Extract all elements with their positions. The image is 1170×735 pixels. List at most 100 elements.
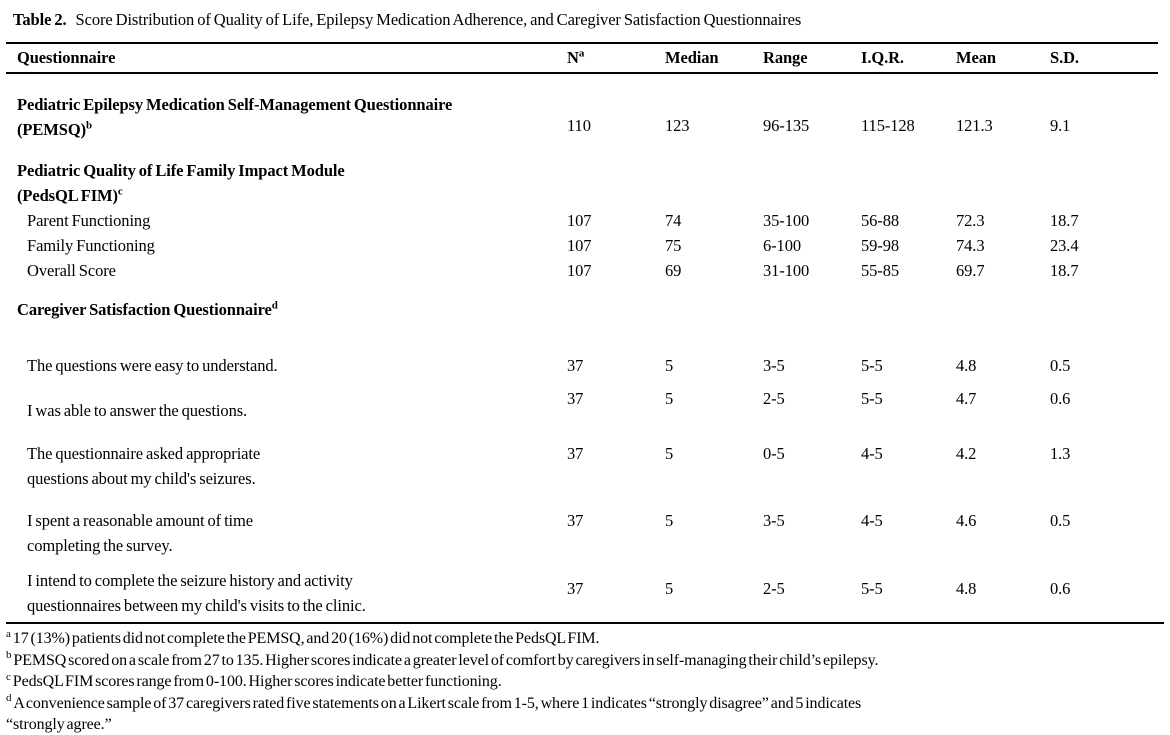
cell-iqr: 56-88: [861, 211, 899, 230]
cell-sd: 0.5: [1050, 511, 1071, 530]
cell-n: 107: [567, 261, 592, 280]
row-label: Parent Functioning: [27, 211, 151, 230]
cell-iqr: 115-128: [861, 116, 915, 135]
cell-mean: 121.3: [956, 116, 993, 135]
footnote-marker-c: c: [117, 185, 123, 198]
table-row: I intend to complete the seizure history…: [6, 562, 1158, 620]
footnote: b PEMSQ scored on a scale from 27 to 135.…: [6, 650, 1164, 672]
cell-mean: 4.6: [956, 511, 977, 530]
row-label: Pediatric Epilepsy Medication Self-Manag…: [17, 95, 453, 139]
cell-median: 74: [665, 211, 682, 230]
footnote-marker-d: d: [6, 692, 12, 705]
row-label: I intend to complete the seizure history…: [27, 571, 366, 615]
cell-sd: 1.3: [1050, 444, 1071, 463]
footnote-marker-b: b: [85, 119, 92, 132]
table-row: Parent Functioning 107 74 35-100 56-88 7…: [6, 208, 1158, 233]
table-row: I was able to answer the questions. 37 5…: [6, 380, 1158, 426]
row-label: The questions were easy to understand.: [27, 356, 278, 375]
header-row: Questionnaire Na Median Range I.Q.R. Mea…: [6, 42, 1158, 74]
cell-sd: 23.4: [1050, 236, 1079, 255]
table-number: Table 2.: [13, 10, 67, 29]
row-label: Family Functioning: [27, 236, 155, 255]
footnote-text: PedsQL FIM scores range from 0-100. High…: [12, 673, 502, 690]
footnote: a 17 (13%) patients did not complete the …: [6, 628, 1164, 650]
cell-iqr: 5-5: [861, 579, 883, 598]
cell-range: 2-5: [763, 389, 785, 408]
cell-median: 5: [665, 356, 674, 375]
row-label: I was able to answer the questions.: [27, 401, 248, 420]
footnotes: a 17 (13%) patients did not complete the …: [6, 622, 1164, 735]
cell-sd: 0.6: [1050, 389, 1071, 408]
cell-sd: 0.6: [1050, 579, 1071, 598]
table-row: The questions were easy to understand. 3…: [6, 336, 1158, 380]
cell-median: 5: [665, 511, 674, 530]
footnote-text: PEMSQ scored on a scale from 27 to 135. …: [13, 651, 879, 669]
table-row: I spent a reasonable amount of time comp…: [6, 496, 1158, 562]
col-header-median: Median: [656, 42, 754, 74]
row-label: The questionnaire asked appropriate ques…: [27, 444, 261, 488]
cell-range: 35-100: [763, 211, 810, 230]
row-label: I spent a reasonable amount of time comp…: [27, 511, 254, 555]
cell-n: 37: [567, 356, 584, 375]
col-header-range: Range: [754, 42, 852, 74]
cell-n: 37: [567, 444, 584, 463]
col-header-iqr: I.Q.R.: [852, 42, 947, 74]
cell-range: 0-5: [763, 444, 785, 463]
cell-range: 3-5: [763, 356, 785, 375]
footnote-marker-a: a: [578, 47, 585, 60]
cell-range: 6-100: [763, 236, 801, 255]
footnote-text: A convenience sample of 37 caregivers ra…: [6, 694, 862, 734]
col-header-n: Na: [558, 42, 656, 74]
footnote-text: 17 (13%) patients did not complete the P…: [12, 630, 600, 647]
cell-iqr: 55-85: [861, 261, 899, 280]
row-label: Caregiver Satisfaction Questionnaired: [17, 299, 278, 319]
cell-median: 69: [665, 261, 682, 280]
cell-sd: 9.1: [1050, 116, 1071, 135]
score-table: Questionnaire Na Median Range I.Q.R. Mea…: [6, 42, 1158, 620]
table-row: Caregiver Satisfaction Questionnaired: [6, 283, 1158, 336]
cell-iqr: 59-98: [861, 236, 899, 255]
cell-n: 107: [567, 236, 592, 255]
table-row: Pediatric Quality of Life Family Impact …: [6, 147, 1158, 208]
footnote-marker-c: c: [6, 670, 11, 683]
cell-n: 37: [567, 389, 584, 408]
cell-range: 2-5: [763, 579, 785, 598]
row-label: Pediatric Quality of Life Family Impact …: [17, 161, 345, 205]
cell-iqr: 4-5: [861, 444, 883, 463]
table-row: Family Functioning 107 75 6-100 59-98 74…: [6, 233, 1158, 258]
table-row: Pediatric Epilepsy Medication Self-Manag…: [6, 73, 1158, 147]
cell-sd: 18.7: [1050, 261, 1079, 280]
cell-mean: 72.3: [956, 211, 985, 230]
cell-median: 5: [665, 579, 674, 598]
cell-range: 96-135: [763, 116, 810, 135]
cell-range: 3-5: [763, 511, 785, 530]
cell-mean: 74.3: [956, 236, 985, 255]
footnote-marker-a: a: [6, 627, 11, 640]
col-header-mean: Mean: [947, 42, 1041, 74]
cell-iqr: 5-5: [861, 356, 883, 375]
cell-n: 37: [567, 579, 584, 598]
cell-mean: 69.7: [956, 261, 985, 280]
cell-mean: 4.7: [956, 389, 977, 408]
cell-iqr: 5-5: [861, 389, 883, 408]
cell-iqr: 4-5: [861, 511, 883, 530]
table-row: The questionnaire asked appropriate ques…: [6, 426, 1158, 496]
footnote: c PedsQL FIM scores range from 0-100. Hig…: [6, 671, 1164, 693]
table-title: Table 2. Score Distribution of Quality of…: [13, 10, 1170, 30]
table-caption: Score Distribution of Quality of Life, E…: [75, 10, 802, 29]
table-row: Overall Score 107 69 31-100 55-85 69.7 1…: [6, 258, 1158, 283]
cell-range: 31-100: [763, 261, 810, 280]
cell-median: 5: [665, 389, 674, 408]
cell-median: 75: [665, 236, 682, 255]
col-header-sd: S.D.: [1041, 42, 1158, 74]
cell-n: 110: [567, 116, 591, 135]
cell-sd: 0.5: [1050, 356, 1071, 375]
cell-mean: 4.8: [956, 579, 977, 598]
cell-median: 5: [665, 444, 674, 463]
cell-mean: 4.8: [956, 356, 977, 375]
cell-n: 37: [567, 511, 584, 530]
col-header-questionnaire: Questionnaire: [6, 42, 558, 74]
cell-mean: 4.2: [956, 444, 977, 463]
